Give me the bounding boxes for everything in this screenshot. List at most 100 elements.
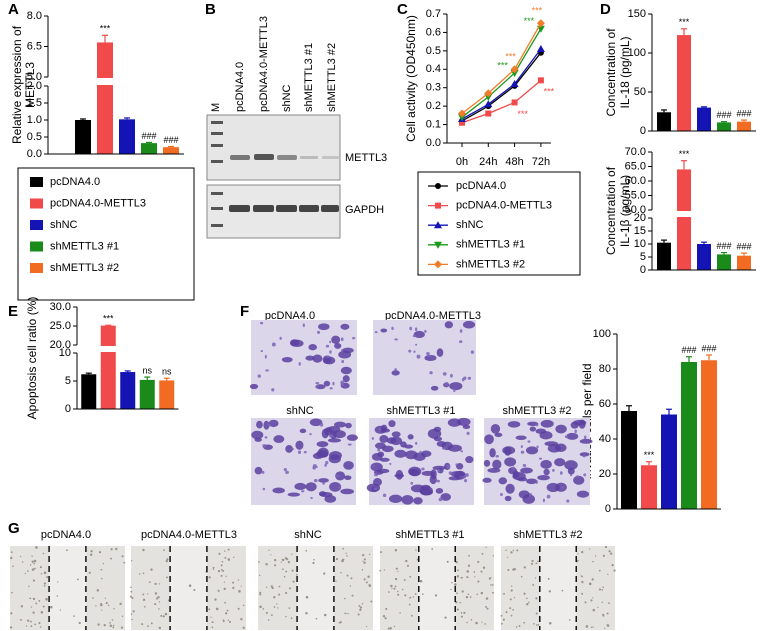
cell-speck (119, 602, 122, 606)
cell-speck (485, 546, 487, 548)
cell-speck (523, 592, 525, 594)
cell-stain (559, 471, 563, 475)
image-label: pcDNA4.0 (41, 529, 91, 541)
cell-stain (430, 385, 439, 391)
cell-stain (463, 475, 467, 479)
cell-speck (274, 564, 277, 567)
cell-speck (597, 606, 599, 609)
cell-speck (419, 579, 423, 583)
y-axis-label: Cell activity (OD450nm) (404, 15, 418, 142)
cell-stain (254, 437, 262, 442)
cell-speck (273, 596, 276, 599)
cell-stain (525, 446, 539, 455)
panel-label: F (240, 303, 249, 320)
band (276, 205, 297, 212)
cell-speck (399, 612, 401, 614)
cell-speck (46, 576, 49, 579)
cell-stain (331, 335, 341, 344)
cell-stain (251, 430, 264, 440)
bar (677, 35, 691, 132)
cell-speck (530, 562, 534, 565)
band (211, 192, 223, 195)
cell-speck (224, 550, 226, 552)
cell-speck (611, 564, 614, 567)
cell-stain (323, 356, 336, 365)
cell-speck (590, 599, 593, 602)
cell-stain (566, 499, 570, 503)
cell-stain (512, 466, 515, 470)
cell-speck (112, 624, 115, 627)
cell-speck (431, 548, 434, 550)
cell-speck (10, 556, 13, 560)
cell-speck (604, 627, 606, 629)
cell-speck (147, 593, 149, 595)
cell-speck (282, 568, 284, 570)
cell-stain (535, 423, 539, 427)
cell-speck (32, 579, 36, 582)
cell-stain (527, 440, 531, 443)
bar (701, 360, 717, 509)
y-tick-label: 0.7 (426, 8, 441, 20)
cell-stain (323, 380, 331, 387)
cell-speck (96, 589, 100, 592)
cell-speck (130, 613, 133, 615)
cell-speck (401, 588, 404, 591)
cell-speck (351, 594, 354, 597)
cell-stain (444, 382, 449, 387)
cell-speck (341, 559, 344, 563)
cell-speck (227, 548, 230, 551)
legend-box (17, 167, 195, 301)
cell-speck (212, 568, 215, 571)
cell-speck (215, 607, 219, 611)
cell-speck (613, 569, 616, 572)
cell-stain (377, 448, 381, 452)
band (322, 156, 340, 159)
cell-speck (602, 554, 605, 557)
bar (677, 169, 691, 270)
cell-speck (34, 567, 36, 570)
significance-label: ### (163, 135, 178, 145)
cell-stain (395, 469, 404, 480)
y-tick-label: 65.0 (625, 160, 646, 172)
cell-stain (394, 368, 397, 372)
cell-stain (555, 424, 567, 434)
y-tick-label: 40 (599, 433, 611, 445)
cell-stain (421, 467, 425, 471)
cell-stain (321, 428, 329, 439)
bar (159, 380, 175, 409)
cell-speck (461, 590, 464, 593)
cell-speck (102, 562, 105, 565)
cell-speck (505, 549, 507, 552)
cell-speck (577, 553, 579, 555)
cell-speck (391, 587, 393, 589)
cell-speck (589, 548, 591, 550)
cell-stain (456, 463, 464, 470)
point (458, 114, 466, 122)
cell-stain (334, 421, 347, 428)
legend-label: shMETTL3 #1 (50, 240, 119, 252)
cell-speck (305, 549, 308, 552)
cell-speck (147, 625, 149, 628)
axis-break (74, 346, 179, 352)
cell-speck (415, 549, 417, 551)
cell-speck (500, 614, 503, 617)
bar (163, 147, 179, 154)
cell-speck (278, 593, 281, 596)
cell-speck (357, 613, 360, 616)
cell-speck (461, 576, 464, 579)
bar (641, 465, 657, 509)
cell-speck (211, 626, 214, 629)
cell-stain (264, 354, 267, 359)
cell-speck (228, 620, 231, 623)
cell-stain (412, 334, 416, 338)
cell-speck (277, 607, 279, 609)
cell-speck (56, 595, 59, 597)
cell-stain (547, 444, 561, 453)
cell-speck (232, 581, 235, 584)
legend-label: pcDNA4.0 (50, 176, 100, 188)
cell-speck (111, 619, 114, 621)
y-tick-label: 0 (605, 503, 611, 515)
band (300, 156, 318, 159)
cell-stain (315, 381, 320, 385)
cell-speck (365, 625, 368, 628)
